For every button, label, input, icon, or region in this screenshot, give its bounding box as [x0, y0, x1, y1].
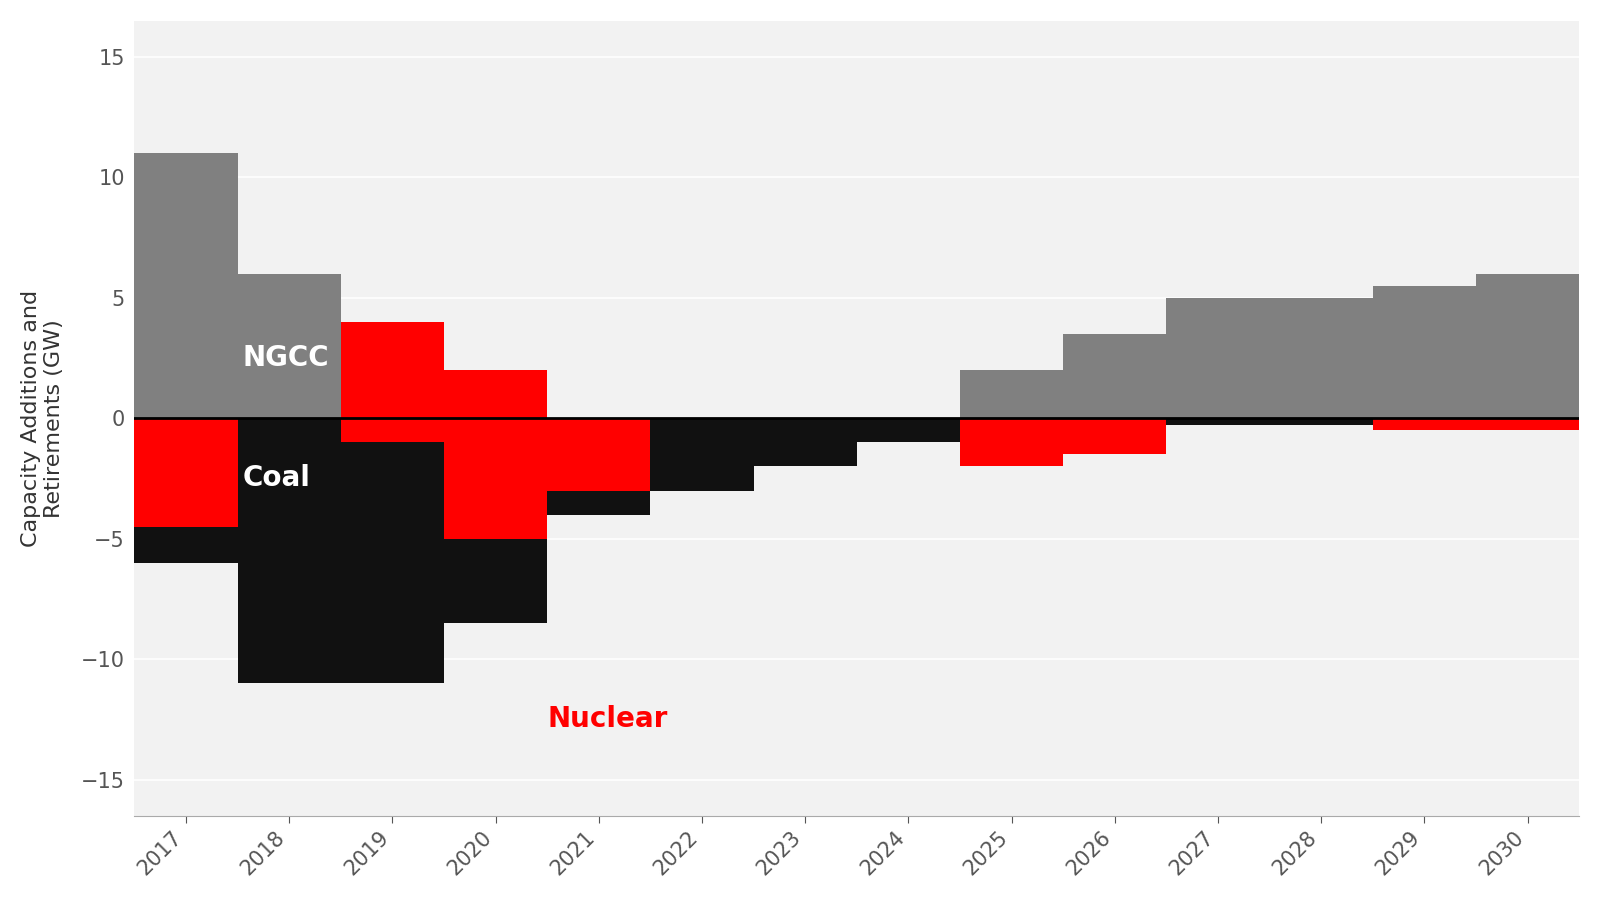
- Bar: [1475, 418, 1579, 430]
- Bar: [960, 418, 1062, 430]
- Bar: [238, 274, 341, 418]
- Bar: [1166, 418, 1269, 426]
- Bar: [341, 322, 445, 418]
- Bar: [547, 418, 651, 490]
- Text: NGCC: NGCC: [243, 344, 330, 372]
- Bar: [754, 418, 856, 466]
- Bar: [445, 418, 547, 623]
- Bar: [1269, 418, 1373, 426]
- Bar: [341, 382, 445, 418]
- Bar: [1373, 418, 1475, 426]
- Bar: [1062, 418, 1166, 454]
- Bar: [651, 418, 754, 490]
- Bar: [341, 418, 445, 683]
- Bar: [856, 418, 960, 442]
- Bar: [445, 382, 547, 418]
- Text: Nuclear: Nuclear: [547, 706, 667, 734]
- Bar: [134, 153, 238, 419]
- Bar: [445, 418, 547, 539]
- Bar: [1062, 418, 1166, 430]
- Bar: [341, 418, 445, 442]
- Bar: [1373, 418, 1475, 430]
- Bar: [1062, 334, 1166, 418]
- Text: Coal: Coal: [243, 464, 310, 492]
- Bar: [1269, 298, 1373, 419]
- Bar: [960, 418, 1062, 466]
- Bar: [960, 370, 1062, 418]
- Bar: [134, 418, 238, 526]
- Bar: [238, 418, 341, 683]
- Y-axis label: Capacity Additions and
Retirements (GW): Capacity Additions and Retirements (GW): [21, 290, 64, 547]
- Bar: [547, 418, 651, 515]
- Bar: [1475, 274, 1579, 418]
- Bar: [445, 370, 547, 418]
- Bar: [1166, 298, 1269, 419]
- Bar: [134, 418, 238, 562]
- Bar: [1373, 286, 1475, 418]
- Bar: [1475, 418, 1579, 426]
